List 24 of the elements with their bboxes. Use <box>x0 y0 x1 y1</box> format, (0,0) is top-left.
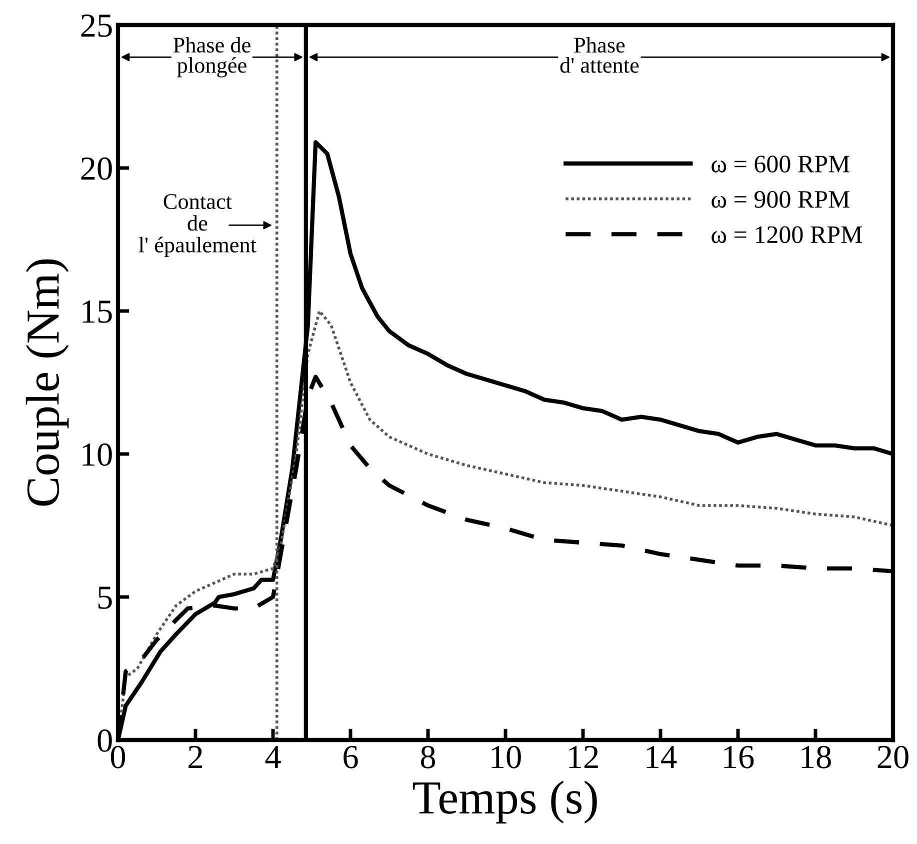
x-tick-label: 6 <box>344 746 358 768</box>
x-tick-label: 16 <box>724 746 754 768</box>
legend-label: ω = 600 RPM <box>712 156 850 172</box>
annotation: Contact de l' épaulement <box>138 194 256 257</box>
y-tick-label: 5 <box>98 586 112 609</box>
y-tick-label: 25 <box>81 14 112 37</box>
x-tick-label: 14 <box>646 746 677 768</box>
annotation: Phase de plongée <box>173 36 250 78</box>
x-tick-label: 8 <box>420 746 436 768</box>
y-tick-label: 20 <box>81 157 112 180</box>
y-axis-title: Couple (Nm) <box>26 259 69 506</box>
legend-label: ω = 900 RPM <box>712 190 850 208</box>
legend-label: ω = 1200 RPM <box>712 226 862 244</box>
annotation: Phase d' attente <box>560 37 639 73</box>
y-tick-label: 15 <box>82 300 112 323</box>
x-tick-label: 12 <box>569 746 598 768</box>
y-tick-label: 10 <box>82 443 112 466</box>
x-axis-title: Temps (s) <box>412 780 597 824</box>
x-tick-label: 20 <box>878 746 908 768</box>
x-tick-label: 4 <box>265 746 281 768</box>
y-tick-label: 0 <box>98 729 112 752</box>
x-tick-label: 18 <box>802 746 831 768</box>
x-tick-label: 10 <box>492 746 521 768</box>
x-tick-label: 2 <box>188 746 202 768</box>
